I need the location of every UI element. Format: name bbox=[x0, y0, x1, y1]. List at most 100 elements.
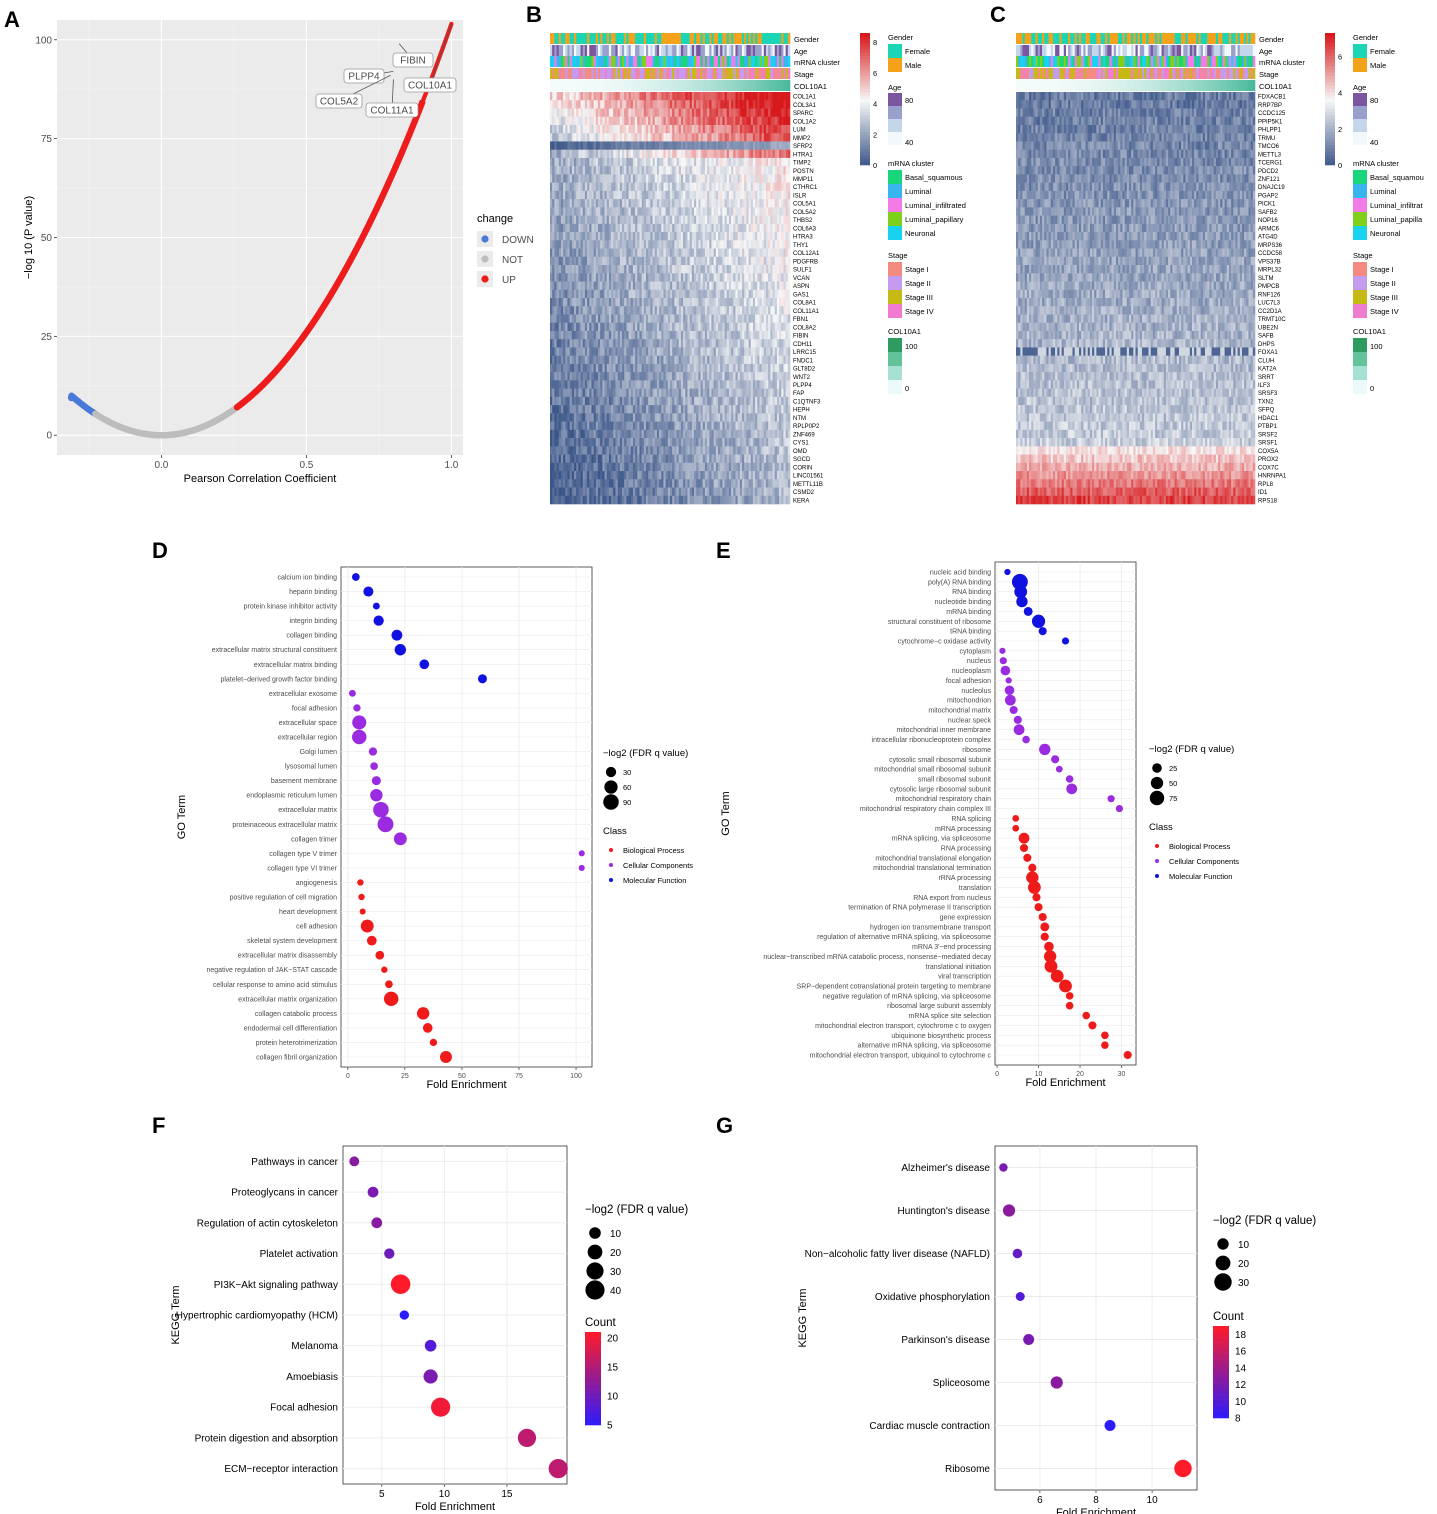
track-cell bbox=[763, 33, 767, 44]
heatmap-cell bbox=[584, 207, 588, 216]
heatmap-cell bbox=[591, 108, 594, 118]
track-cell bbox=[652, 33, 656, 44]
heatmap-cell bbox=[742, 265, 745, 274]
heatmap-cell bbox=[787, 347, 791, 356]
heatmap-cell bbox=[715, 347, 719, 356]
heatmap-cell bbox=[613, 339, 616, 348]
track-cell bbox=[768, 56, 771, 67]
heatmap-cell bbox=[750, 124, 754, 134]
heatmap-cell bbox=[600, 248, 603, 258]
heatmap-cell bbox=[578, 149, 581, 159]
heatmap-cell bbox=[659, 207, 662, 216]
heatmap-cell bbox=[735, 306, 738, 315]
heatmap-cell bbox=[622, 174, 625, 183]
heatmap-cell bbox=[622, 124, 625, 134]
heatmap-cell bbox=[624, 355, 627, 365]
heatmap-cell bbox=[776, 100, 780, 109]
track-cell bbox=[626, 68, 629, 79]
track-cell bbox=[691, 45, 695, 56]
heatmap-cell bbox=[683, 141, 686, 150]
track-cell bbox=[613, 80, 616, 91]
track-cell bbox=[724, 33, 728, 44]
heatmap-cell bbox=[606, 339, 610, 348]
heatmap-cell bbox=[744, 306, 747, 315]
heatmap-cell bbox=[783, 339, 786, 348]
track-cell bbox=[785, 33, 789, 44]
heatmap-cell bbox=[606, 265, 610, 274]
heatmap-cell bbox=[779, 339, 782, 348]
heatmap-cell bbox=[718, 174, 721, 183]
track-cell bbox=[776, 56, 780, 67]
heatmap-cell bbox=[696, 92, 699, 101]
heatmap-cell bbox=[720, 355, 723, 365]
heatmap-cell bbox=[715, 166, 719, 175]
heatmap-cell bbox=[674, 182, 677, 192]
heatmap-cell bbox=[552, 124, 555, 134]
heatmap-cell bbox=[728, 199, 732, 208]
heatmap-cell bbox=[763, 100, 767, 109]
heatmap-cell bbox=[770, 256, 773, 266]
heatmap-cell bbox=[707, 363, 710, 373]
heatmap-cell bbox=[785, 248, 789, 258]
heatmap-cell bbox=[567, 330, 570, 340]
heatmap-cell bbox=[761, 330, 765, 340]
heatmap-cell bbox=[606, 363, 610, 373]
heatmap-cell bbox=[750, 141, 754, 150]
heatmap-cell bbox=[643, 240, 647, 249]
heatmap-cell bbox=[776, 124, 780, 134]
heatmap-cell bbox=[750, 133, 754, 142]
heatmap-cell bbox=[650, 215, 653, 225]
track-cell bbox=[742, 56, 745, 67]
heatmap-cell bbox=[781, 256, 784, 266]
heatmap-cell bbox=[752, 157, 756, 167]
heatmap-cell bbox=[694, 108, 697, 118]
heatmap-cell bbox=[589, 363, 592, 373]
heatmap-cell bbox=[672, 347, 675, 356]
heatmap-cell bbox=[624, 116, 627, 126]
heatmap-cell bbox=[779, 124, 782, 134]
heatmap-cell bbox=[587, 372, 590, 381]
heatmap-cell bbox=[770, 92, 773, 101]
heatmap-cell bbox=[674, 133, 677, 142]
track-cell bbox=[578, 45, 581, 56]
heatmap-cell bbox=[689, 306, 693, 315]
heatmap-cell bbox=[750, 100, 754, 109]
heatmap-cell bbox=[578, 157, 581, 167]
heatmap-cell bbox=[602, 363, 605, 373]
heatmap-cell bbox=[691, 298, 695, 307]
heatmap-cell bbox=[737, 330, 741, 340]
heatmap-cell bbox=[617, 133, 621, 142]
heatmap-cell bbox=[665, 363, 669, 373]
heatmap-cell bbox=[772, 100, 776, 109]
heatmap-cell bbox=[757, 124, 760, 134]
heatmap-cell bbox=[652, 92, 656, 101]
heatmap-cell bbox=[643, 174, 647, 183]
heatmap-cell bbox=[724, 256, 728, 266]
heatmap-cell bbox=[639, 100, 642, 109]
heatmap-cell bbox=[606, 298, 610, 307]
heatmap-cell bbox=[722, 289, 725, 299]
heatmap-cell bbox=[582, 116, 586, 126]
heatmap-cell bbox=[676, 108, 680, 118]
heatmap-cell bbox=[608, 116, 612, 126]
heatmap-cell bbox=[694, 166, 697, 175]
heatmap-cell bbox=[565, 273, 568, 282]
heatmap-cell bbox=[696, 339, 699, 348]
heatmap-cell bbox=[563, 232, 566, 241]
heatmap-cell bbox=[619, 207, 623, 216]
heatmap-cell bbox=[680, 265, 684, 274]
heatmap-cell bbox=[755, 289, 758, 299]
heatmap-cell bbox=[615, 265, 618, 274]
heatmap-cell bbox=[582, 355, 586, 365]
heatmap-cell bbox=[704, 207, 708, 216]
heatmap-cell bbox=[737, 92, 741, 101]
track-cell bbox=[639, 56, 642, 67]
heatmap-cell bbox=[728, 363, 732, 373]
heatmap-cell bbox=[602, 100, 605, 109]
track-cell bbox=[674, 56, 677, 67]
heatmap-cell bbox=[582, 372, 586, 381]
heatmap-cell bbox=[728, 141, 732, 150]
heatmap-cell bbox=[552, 355, 555, 365]
heatmap-cell bbox=[639, 347, 642, 356]
heatmap-cell bbox=[606, 190, 610, 200]
